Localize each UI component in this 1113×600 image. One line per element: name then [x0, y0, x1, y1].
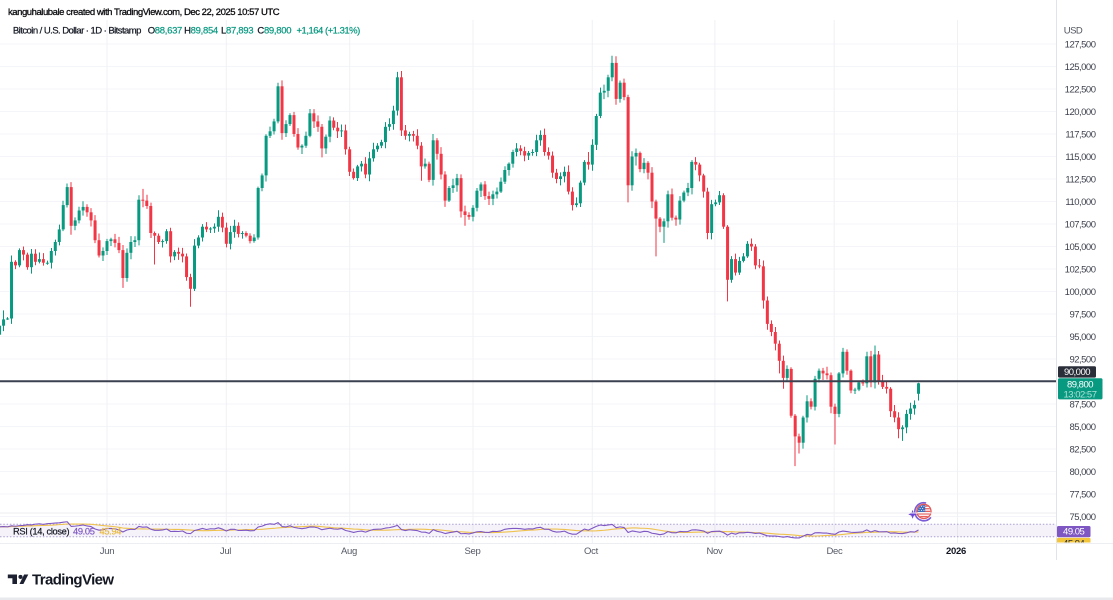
- svg-text:Jun: Jun: [100, 546, 114, 557]
- svg-text:USD: USD: [1064, 26, 1083, 37]
- svg-text:112,500: 112,500: [1065, 175, 1095, 186]
- svg-text:85,000: 85,000: [1069, 422, 1095, 433]
- svg-text:13:02:57: 13:02:57: [1064, 389, 1097, 400]
- svg-text:107,500: 107,500: [1065, 220, 1096, 231]
- svg-text:75,000: 75,000: [1069, 512, 1095, 523]
- svg-text:Aug: Aug: [341, 546, 357, 557]
- svg-text:110,000: 110,000: [1065, 197, 1095, 208]
- svg-text:49.05: 49.05: [73, 527, 95, 537]
- svg-text:45.94: 45.94: [100, 527, 122, 537]
- svg-text:O88,637: O88,637: [148, 26, 182, 37]
- svg-text:95,000: 95,000: [1069, 332, 1095, 343]
- svg-text:Dec: Dec: [827, 546, 844, 557]
- svg-text:Jul: Jul: [220, 546, 231, 557]
- svg-text:127,500: 127,500: [1065, 40, 1096, 51]
- svg-text:Bitcoin / U.S. Dollar · 1D · B: Bitcoin / U.S. Dollar · 1D · Bitstamp: [13, 26, 141, 37]
- svg-text:49.05: 49.05: [1063, 527, 1084, 538]
- svg-text:82,500: 82,500: [1069, 445, 1095, 456]
- svg-text:105,000: 105,000: [1065, 242, 1096, 253]
- svg-text:92,500: 92,500: [1069, 355, 1095, 366]
- svg-text:80,000: 80,000: [1069, 467, 1095, 478]
- svg-text:120,000: 120,000: [1065, 107, 1096, 118]
- svg-text:RSI (14, close): RSI (14, close): [13, 527, 69, 537]
- svg-text:2026: 2026: [946, 546, 966, 557]
- svg-text:102,500: 102,500: [1065, 265, 1096, 276]
- svg-text:L87,893: L87,893: [221, 26, 253, 37]
- svg-text:90,000: 90,000: [1064, 367, 1090, 378]
- svg-text:89,800: 89,800: [1067, 380, 1093, 391]
- svg-text:45.94: 45.94: [1063, 539, 1084, 550]
- svg-text:117,500: 117,500: [1065, 130, 1095, 141]
- svg-text:C89,800: C89,800: [257, 26, 291, 37]
- svg-text:Nov: Nov: [707, 546, 724, 557]
- svg-text:H89,854: H89,854: [184, 26, 218, 37]
- svg-text:87,500: 87,500: [1069, 400, 1095, 411]
- svg-text:97,500: 97,500: [1069, 310, 1095, 321]
- svg-text:100,000: 100,000: [1065, 287, 1096, 298]
- svg-text:+1,164 (+1.31%): +1,164 (+1.31%): [297, 26, 361, 37]
- svg-text:kanguhalubale created with Tra: kanguhalubale created with TradingView.c…: [8, 7, 280, 18]
- svg-text:115,000: 115,000: [1065, 152, 1095, 163]
- svg-text:Sep: Sep: [464, 546, 480, 557]
- svg-text:Oct: Oct: [584, 546, 599, 557]
- svg-text:TradingView: TradingView: [32, 572, 114, 589]
- svg-text:122,500: 122,500: [1065, 85, 1096, 96]
- svg-text:125,000: 125,000: [1065, 62, 1096, 73]
- svg-text:77,500: 77,500: [1069, 490, 1095, 501]
